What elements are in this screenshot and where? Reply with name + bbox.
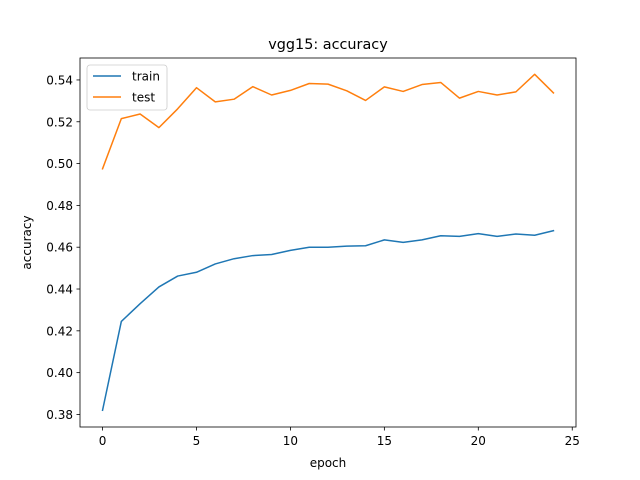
x-tick-label: 15 <box>377 434 392 448</box>
y-tick-label: 0.44 <box>46 283 73 297</box>
series-line-train <box>101 229 555 412</box>
legend: train test <box>86 64 168 111</box>
x-tick-label: 25 <box>565 434 580 448</box>
y-axis-label: accuracy <box>20 215 34 269</box>
legend-label-test: test <box>132 91 155 105</box>
x-tick-label: 20 <box>471 434 486 448</box>
legend-label-train: train <box>132 70 160 84</box>
series-layer <box>101 73 555 412</box>
x-tick-label: 5 <box>193 434 201 448</box>
y-axis-ticks: 0.38 0.40 0.42 0.44 0.46 0.48 0.50 0.52 0.54 <box>46 73 80 422</box>
y-tick-label: 0.54 <box>46 73 73 87</box>
series-line-test <box>101 73 555 170</box>
y-tick-label: 0.38 <box>46 408 73 422</box>
y-tick-label: 0.52 <box>46 115 73 129</box>
y-tick-label: 0.50 <box>46 157 73 171</box>
x-axis-ticks: 0 5 10 15 20 25 <box>99 427 580 448</box>
x-tick-label: 10 <box>283 434 298 448</box>
plot-frame <box>79 57 577 428</box>
y-tick-label: 0.42 <box>46 324 73 338</box>
y-tick-label: 0.40 <box>46 366 73 380</box>
x-axis-label: epoch <box>310 456 347 470</box>
y-tick-label: 0.46 <box>46 241 73 255</box>
chart-title: vgg15: accuracy <box>268 37 388 53</box>
y-tick-label: 0.48 <box>46 199 73 213</box>
x-tick-label: 0 <box>99 434 107 448</box>
